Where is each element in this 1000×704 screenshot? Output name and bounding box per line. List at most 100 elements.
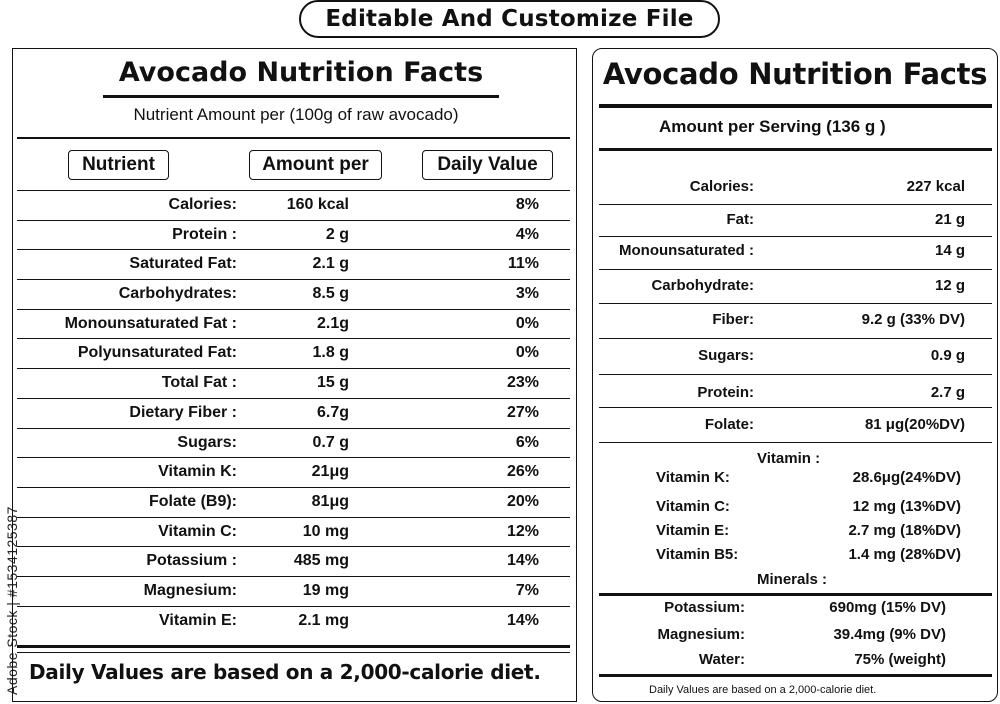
left-nutrient-table: Calories: 160 kcal 8% Protein : 2 g 4% Satur… [17, 190, 570, 635]
daily-value-column-header: Daily Value [422, 150, 553, 180]
editable-file-banner: Editable And Customize File [299, 0, 720, 38]
nutrient-daily-value: 3% [515, 285, 539, 303]
nutrient-amount: 0.7 g [312, 433, 349, 451]
divider [599, 269, 992, 270]
nutrient-name: Saturated Fat: [129, 255, 237, 273]
vitamin-name: Vitamin C: [656, 498, 730, 515]
nutrient-daily-value: 27% [506, 403, 539, 421]
nutrient-amount: 1.8 g [312, 344, 349, 362]
nutrient-name: Monounsaturated : [619, 242, 754, 259]
nutrient-name: Polyunsaturated Fat: [77, 344, 237, 362]
nutrient-name: Vitamin K: [158, 463, 237, 481]
vitamin-value: 28.6μg(24%DV) [852, 469, 961, 486]
nutrient-daily-value: 0% [515, 344, 539, 362]
nutrient-value: 21 g [934, 211, 965, 228]
nutrient-amount: 21μg [311, 463, 349, 481]
nutrient-name: Protein : [172, 225, 237, 243]
nutrient-name: Dietary Fiber : [129, 403, 237, 421]
nutrient-daily-value: 23% [506, 374, 539, 392]
divider [599, 148, 992, 151]
divider [599, 593, 992, 596]
nutrient-daily-value: 7% [515, 581, 539, 599]
table-row: Sugars: 0.7 g 6% [17, 427, 570, 458]
nutrient-value: 81 μg(20%DV) [864, 416, 965, 433]
nutrient-name: Calories: [689, 178, 754, 195]
left-footer-note: Daily Values are based on a 2,000-calori… [29, 660, 541, 684]
divider [17, 645, 570, 648]
nutrient-name: Folate: [704, 416, 754, 433]
nutrient-value: 2.7 g [930, 384, 965, 401]
right-footer-note: Daily Values are based on a 2,000-calori… [649, 684, 877, 696]
nutrient-name: Fiber: [712, 311, 754, 328]
nutrient-name: Total Fat : [161, 374, 237, 392]
nutrient-name: Calories: [168, 196, 237, 213]
nutrient-daily-value: 8% [515, 196, 539, 213]
mineral-value: 75% (weight) [854, 651, 946, 668]
nutrient-daily-value: 12% [506, 522, 539, 540]
mineral-value: 690mg (15% DV) [829, 599, 946, 616]
table-row: Potassium : 485 mg 14% [17, 546, 570, 576]
nutrient-name: Sugars: [177, 433, 237, 451]
nutrient-value: 227 kcal [906, 178, 965, 195]
nutrient-daily-value: 26% [506, 463, 539, 481]
table-row: Carbohydrates: 8.5 g 3% [17, 279, 570, 309]
nutrient-name: Potassium : [146, 552, 237, 570]
vitamin-section-label: Vitamin : [757, 450, 821, 467]
nutrient-value: 0.9 g [930, 347, 965, 364]
vitamin-value: 12 mg (13%DV) [852, 498, 961, 515]
mineral-name: Magnesium: [657, 626, 745, 643]
table-row: Vitamin K: 21μg 26% [17, 457, 570, 487]
mineral-name: Water: [698, 651, 745, 668]
nutrient-amount: 2 g [325, 225, 349, 243]
divider [599, 236, 992, 237]
nutrient-amount: 10 mg [302, 522, 349, 540]
nutrient-amount: 6.7g [316, 403, 349, 421]
divider [599, 374, 992, 375]
right-panel-title: Avocado Nutrition Facts [602, 57, 988, 91]
nutrient-value: 12 g [934, 277, 965, 294]
divider [599, 674, 992, 677]
nutrient-daily-value: 6% [515, 433, 539, 451]
vitamin-name: Vitamin B5: [656, 546, 739, 563]
left-panel-subtitle: Nutrient Amount per (100g of raw avocado… [133, 105, 459, 124]
amount-column-header: Amount per [249, 150, 382, 180]
serving-size: Amount per Serving (136 g ) [659, 117, 886, 136]
nutrient-name: Folate (B9): [149, 492, 237, 510]
table-row: Monounsaturated Fat : 2.1g 0% [17, 308, 570, 339]
vitamin-name: Vitamin E: [656, 522, 730, 539]
nutrient-amount: 15 g [316, 374, 349, 392]
nutrient-amount: 2.1 mg [298, 611, 349, 629]
nutrient-value: 9.2 g (33% DV) [861, 311, 965, 328]
divider [599, 204, 992, 205]
nutrient-value: 14 g [934, 242, 965, 259]
table-row: Protein : 2 g 4% [17, 219, 570, 250]
nutrient-daily-value: 20% [506, 492, 539, 510]
nutrient-amount: 8.5 g [312, 285, 349, 303]
divider [599, 303, 992, 304]
vitamin-value: 1.4 mg (28%DV) [848, 546, 961, 563]
nutrient-name: Sugars: [698, 347, 754, 364]
nutrient-daily-value: 14% [506, 611, 539, 629]
right-nutrition-panel: Avocado Nutrition Facts Amount per Servi… [592, 48, 998, 702]
nutrient-daily-value: 11% [507, 255, 539, 273]
table-row: Dietary Fiber : 6.7g 27% [17, 397, 570, 428]
divider [599, 338, 992, 339]
table-row: Saturated Fat: 2.1 g 11% [17, 249, 570, 279]
divider [599, 442, 992, 443]
nutrient-amount: 19 mg [302, 581, 349, 599]
left-panel-title: Avocado Nutrition Facts [118, 57, 484, 88]
table-row: Magnesium: 19 mg 7% [17, 575, 570, 606]
nutrient-name: Fat: [726, 211, 755, 228]
nutrient-amount: 81μg [311, 492, 349, 510]
nutrient-daily-value: 14% [506, 552, 539, 570]
table-row: Total Fat : 15 g 23% [17, 368, 570, 398]
table-row: Polyunsaturated Fat: 1.8 g 0% [17, 338, 570, 368]
divider [599, 104, 992, 108]
table-row: Vitamin C: 10 mg 12% [17, 516, 570, 547]
nutrient-name: Vitamin E: [159, 611, 237, 629]
nutrient-amount: 160 kcal [286, 196, 349, 213]
nutrient-amount: 2.1g [316, 314, 349, 332]
mineral-value: 39.4mg (9% DV) [833, 626, 946, 643]
divider [17, 652, 570, 653]
nutrient-name: Magnesium: [143, 581, 237, 599]
